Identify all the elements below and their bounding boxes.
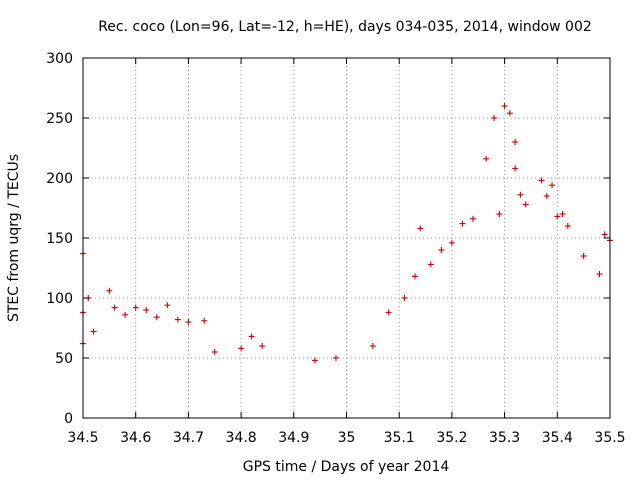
data-point xyxy=(448,239,455,246)
data-point xyxy=(174,316,181,323)
data-point xyxy=(506,110,513,117)
data-point xyxy=(483,155,490,162)
data-point xyxy=(512,165,519,172)
x-tick-label: 34.7 xyxy=(173,430,204,446)
data-point xyxy=(248,333,255,340)
x-tick-label: 35.2 xyxy=(436,430,467,446)
data-point xyxy=(132,304,139,311)
x-tick-label: 35.1 xyxy=(384,430,415,446)
data-point xyxy=(538,177,545,184)
data-point xyxy=(517,191,524,198)
data-point xyxy=(311,357,318,364)
y-tick-label: 0 xyxy=(64,411,73,427)
x-tick-label: 34.6 xyxy=(120,430,151,446)
data-point xyxy=(522,201,529,208)
data-point xyxy=(369,343,376,349)
y-tick-label: 50 xyxy=(55,351,73,367)
data-point xyxy=(185,319,192,325)
data-point xyxy=(122,311,129,318)
chart-title: Rec. coco (Lon=96, Lat=-12, h=HE), days … xyxy=(98,19,592,35)
data-point xyxy=(412,273,419,280)
data-point xyxy=(401,295,408,301)
data-point xyxy=(211,349,218,355)
data-point xyxy=(332,355,339,361)
y-tick-label: 150 xyxy=(46,231,73,247)
y-tick-label: 100 xyxy=(46,291,73,307)
data-point xyxy=(459,220,466,227)
y-tick-label: 200 xyxy=(46,171,73,187)
x-tick-label: 34.9 xyxy=(278,430,309,446)
data-point xyxy=(596,271,603,277)
data-point xyxy=(601,231,608,238)
x-tick-label: 34.8 xyxy=(226,430,257,446)
x-tick-label: 34.5 xyxy=(67,430,98,446)
data-point xyxy=(549,182,556,189)
data-point xyxy=(111,304,118,311)
x-tick-label: 35.4 xyxy=(542,430,573,446)
data-point xyxy=(427,261,434,268)
data-point xyxy=(164,302,171,309)
data-point xyxy=(543,193,550,199)
y-axis-label: STEC from uqrg / TECUs xyxy=(6,154,22,322)
data-point xyxy=(512,139,519,145)
data-point xyxy=(564,223,571,229)
x-axis-label: GPS time / Days of year 2014 xyxy=(243,459,450,475)
data-point xyxy=(438,247,445,253)
data-point xyxy=(491,115,498,121)
data-point xyxy=(385,309,392,316)
data-point xyxy=(580,253,587,259)
data-point xyxy=(559,211,566,217)
data-point xyxy=(90,328,97,335)
data-point xyxy=(259,343,266,349)
data-point xyxy=(417,225,424,232)
y-tick-label: 250 xyxy=(46,111,73,127)
x-tick-label: 35 xyxy=(338,430,356,446)
data-point xyxy=(238,345,245,352)
data-point xyxy=(501,103,508,109)
axis-ticks: 34.5 34.6 34.7 34.8 34.9 35 35.1 35.2 35.3 35.4 35… xyxy=(46,51,625,446)
x-tick-label: 35.3 xyxy=(489,430,520,446)
data-point xyxy=(143,307,150,313)
data-point xyxy=(201,317,208,324)
data-point xyxy=(496,211,503,217)
y-tick-label: 300 xyxy=(46,51,73,67)
x-tick-label: 35.5 xyxy=(594,430,625,446)
data-point xyxy=(153,314,160,321)
data-point xyxy=(106,287,113,294)
grid-lines xyxy=(83,58,610,418)
data-point xyxy=(554,213,561,220)
data-point xyxy=(469,215,476,222)
